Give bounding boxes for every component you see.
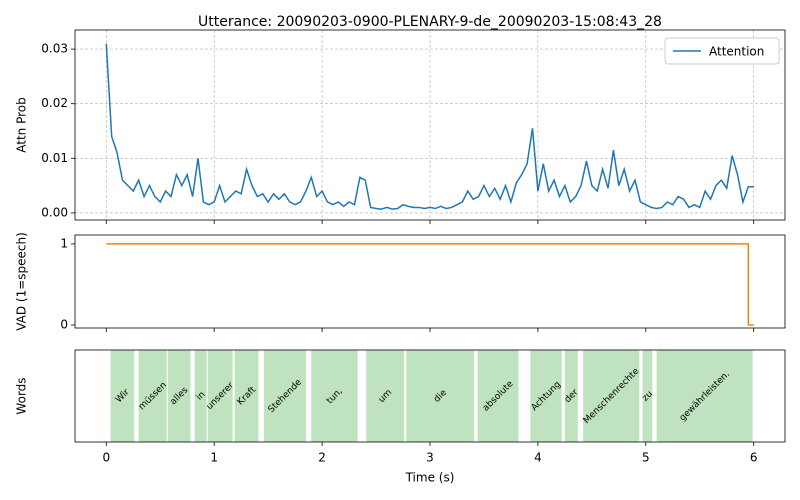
data-line <box>106 243 754 326</box>
word-span <box>656 350 753 442</box>
word-span <box>207 350 233 442</box>
y-tick-label: 0.02 <box>41 96 68 110</box>
word-span <box>167 350 191 442</box>
word-span <box>311 350 358 442</box>
x-tick-label: 0 <box>102 451 110 465</box>
word-span <box>263 350 306 442</box>
word-span <box>583 350 640 442</box>
y-tick-label: 1 <box>60 236 68 250</box>
axes-frame <box>74 29 786 221</box>
chart-title: Utterance: 20090203-0900-PLENARY-9-de_20… <box>198 14 662 30</box>
y-tick-label: 0.00 <box>41 205 68 219</box>
axes-frame <box>74 234 786 329</box>
legend-box <box>664 37 780 65</box>
data-line <box>105 43 754 210</box>
word-span <box>530 350 562 442</box>
word-span <box>477 350 519 442</box>
y-axis-label: Words <box>15 377 29 414</box>
word-span <box>642 350 653 442</box>
x-tick-label: 2 <box>318 451 326 465</box>
word-span <box>138 350 167 442</box>
axes-frame <box>74 349 786 443</box>
x-tick-label: 1 <box>210 451 218 465</box>
x-tick-label: 6 <box>750 451 758 465</box>
y-tick-label: 0 <box>60 318 68 332</box>
y-axis-label: VAD (1=speech) <box>15 232 29 331</box>
x-axis-label: Time (s) <box>405 471 455 485</box>
x-tick-label: 3 <box>426 451 434 465</box>
word-span <box>564 350 578 442</box>
word-span <box>234 350 259 442</box>
word-span <box>366 350 405 442</box>
y-tick-label: 0.03 <box>41 42 68 56</box>
x-tick-label: 5 <box>642 451 650 465</box>
y-tick-label: 0.01 <box>41 151 68 165</box>
legend-label: Attention <box>709 45 764 59</box>
word-span <box>194 350 207 442</box>
x-tick-label: 4 <box>534 451 542 465</box>
word-span <box>406 350 475 442</box>
word-span <box>110 350 135 442</box>
y-axis-label: Attn Prob <box>15 97 29 152</box>
